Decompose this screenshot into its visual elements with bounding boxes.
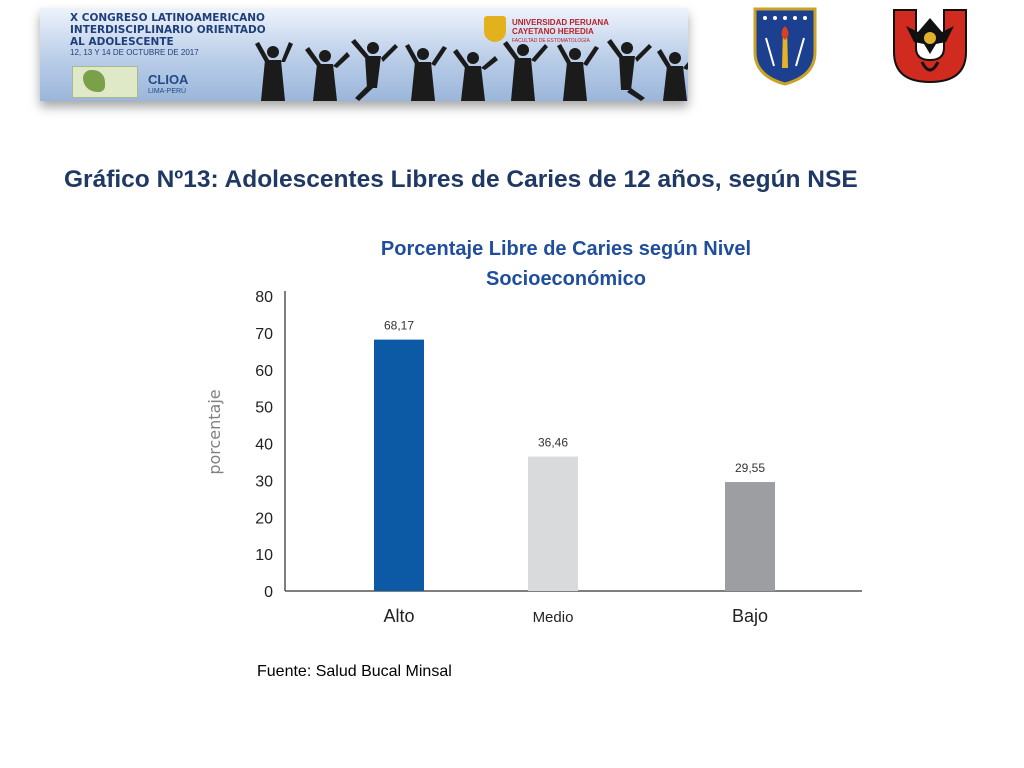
x-tick-label: Medio	[533, 609, 574, 626]
faculty-shield-logo-icon	[893, 9, 967, 84]
university-name: UNIVERSIDAD PERUANA CAYETANO HEREDIA	[512, 18, 609, 36]
value-label: 36,46	[538, 436, 568, 450]
y-tick-label: 70	[255, 326, 273, 343]
faculty-name: FACULTAD DE ESTOMATOLOGÍA	[512, 38, 590, 44]
y-tick-label: 80	[255, 289, 273, 306]
y-tick-label: 60	[255, 363, 273, 380]
jumping-people-silhouettes-icon	[255, 39, 688, 101]
university-crest-icon	[484, 16, 506, 42]
y-tick-label: 10	[255, 547, 273, 564]
university-shield-logo-icon	[753, 7, 817, 86]
value-label: 29,55	[735, 461, 765, 475]
congress-banner: X CONGRESO LATINOAMERICANO INTERDISCIPLI…	[40, 8, 688, 101]
value-label: 68,17	[384, 319, 414, 333]
chart-title: Porcentaje Libre de Caries según Nivel S…	[380, 238, 752, 290]
x-tick-label: Alto	[383, 606, 414, 626]
x-tick-label: Bajo	[732, 606, 768, 626]
y-tick-label: 0	[264, 584, 273, 601]
y-tick-label: 50	[255, 400, 273, 417]
data-source: Fuente: Salud Bucal Minsal	[257, 663, 452, 680]
bar-bajo	[725, 482, 775, 591]
y-tick-label: 30	[255, 473, 273, 490]
y-axis-label: porcentaje	[205, 389, 224, 475]
bar-alto	[374, 339, 424, 591]
latin-america-map-icon	[72, 66, 138, 98]
y-tick-label: 20	[255, 510, 273, 527]
congress-dates: 12, 13 Y 14 DE OCTUBRE DE 2017	[70, 48, 199, 57]
y-tick-label: 40	[255, 437, 273, 454]
bar-medio	[528, 456, 578, 591]
organizer-name: CLIOA	[148, 72, 189, 87]
organizer-location: LIMA-PERÚ	[148, 88, 187, 95]
congress-title: X CONGRESO LATINOAMERICANO INTERDISCIPLI…	[70, 12, 266, 48]
slide-title: Gráfico Nº13: Adolescentes Libres de Car…	[64, 166, 858, 193]
